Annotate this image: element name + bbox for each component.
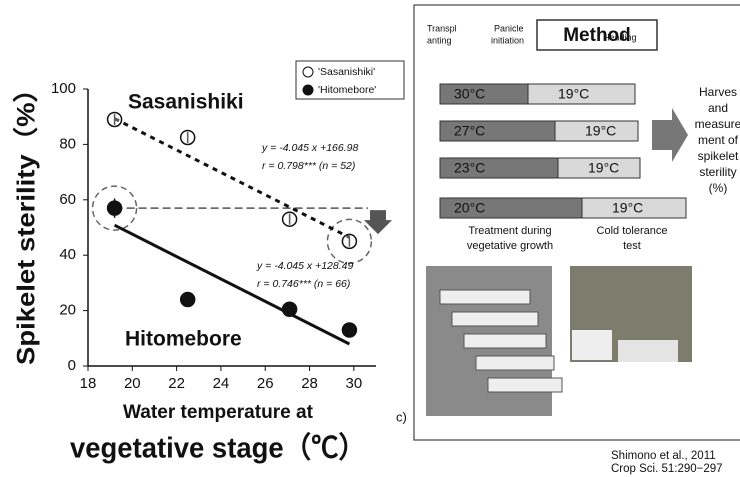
- x-tick-label: 20: [124, 375, 141, 392]
- treatment-temp: 20°C: [454, 200, 485, 216]
- series-label: Hitomebore: [125, 328, 242, 351]
- point: [108, 112, 122, 126]
- outcome-text: ment of: [698, 133, 739, 147]
- regression-text: y = -4.045 x +128.49: [256, 260, 353, 272]
- citation: Crop Sci. 51:290−297: [611, 463, 723, 475]
- y-tick-label: 80: [59, 135, 76, 152]
- x-axis-title: vegetative stage（℃）: [70, 432, 366, 465]
- column-header: anting: [427, 35, 452, 45]
- y-tick-label: 60: [59, 191, 76, 208]
- photo-detail: [464, 334, 546, 348]
- photo-detail: [440, 290, 530, 304]
- photo-detail: [572, 330, 612, 360]
- x-tick-label: 30: [346, 375, 363, 392]
- point: [283, 212, 297, 226]
- x-tick-label: 18: [80, 375, 97, 392]
- citation: Shimono et al., 2011: [611, 450, 716, 462]
- page: {"chart_data": {"type": "scatter", "y_la…: [0, 0, 740, 477]
- legend-marker: [303, 67, 313, 77]
- cold-temp: 19°C: [612, 200, 643, 216]
- legend-marker: [303, 85, 313, 95]
- cold-temp: 19°C: [585, 123, 616, 139]
- caption: vegetative growth: [467, 240, 553, 252]
- column-header: initiation: [491, 35, 524, 45]
- photo-detail: [488, 378, 562, 392]
- column-header: Heading: [603, 32, 637, 42]
- x-tick-label: 26: [257, 375, 274, 392]
- outcome-text: sterility: [699, 165, 736, 179]
- outcome-text: Harves: [699, 85, 737, 99]
- series-label: Sasanishiki: [128, 91, 244, 114]
- y-axis-title: Spikelet sterility（%）: [12, 75, 41, 365]
- outcome-text: measure: [695, 117, 740, 131]
- y-tick-label: 20: [59, 302, 76, 319]
- stray-text: c): [396, 409, 407, 424]
- point: [181, 293, 195, 307]
- photo-detail: [452, 312, 538, 326]
- caption: test: [623, 240, 641, 252]
- legend-label: 'Sasanishiki': [318, 66, 375, 78]
- treatment-temp: 27°C: [454, 123, 485, 139]
- figure: 0 20 40 60 80 100 18 20 22 24 26 28 30 Spikelet steri…: [0, 0, 740, 477]
- point: [181, 130, 195, 144]
- photo-detail: [618, 340, 678, 362]
- arrow: [652, 108, 688, 162]
- y-tick-label: 0: [68, 357, 76, 374]
- regression-text: r = 0.798*** (n = 52): [262, 160, 355, 172]
- point: [342, 323, 356, 337]
- x-tick-label: 22: [168, 375, 185, 392]
- point: [283, 302, 297, 316]
- treatment-temp: 23°C: [454, 160, 485, 176]
- point: [342, 234, 356, 248]
- legend-label: 'Hitomebore': [318, 84, 376, 96]
- regression-text: y = -4.045 x +166.98: [261, 142, 358, 154]
- cold-temp: 19°C: [588, 160, 619, 176]
- y-tick-label: 40: [59, 246, 76, 263]
- column-header: Transpl: [427, 23, 457, 33]
- outcome-text: (%): [709, 181, 728, 195]
- x-axis-title: Water temperature at: [123, 402, 314, 423]
- y-tick-label: 100: [51, 80, 76, 97]
- caption: Treatment during: [468, 225, 551, 237]
- outcome-text: and: [708, 101, 728, 115]
- trend-line: [115, 119, 350, 238]
- point: [108, 201, 122, 215]
- photo-detail: [476, 356, 554, 370]
- regression-text: r = 0.746*** (n = 66): [257, 278, 350, 290]
- outcome-text: spikelet: [698, 149, 739, 163]
- treatment-temp: 30°C: [454, 86, 485, 102]
- x-tick-label: 28: [301, 375, 318, 392]
- x-tick-label: 24: [213, 375, 230, 392]
- cold-temp: 19°C: [558, 86, 589, 102]
- caption: Cold tolerance: [597, 225, 668, 237]
- column-header: Panicle: [494, 23, 524, 33]
